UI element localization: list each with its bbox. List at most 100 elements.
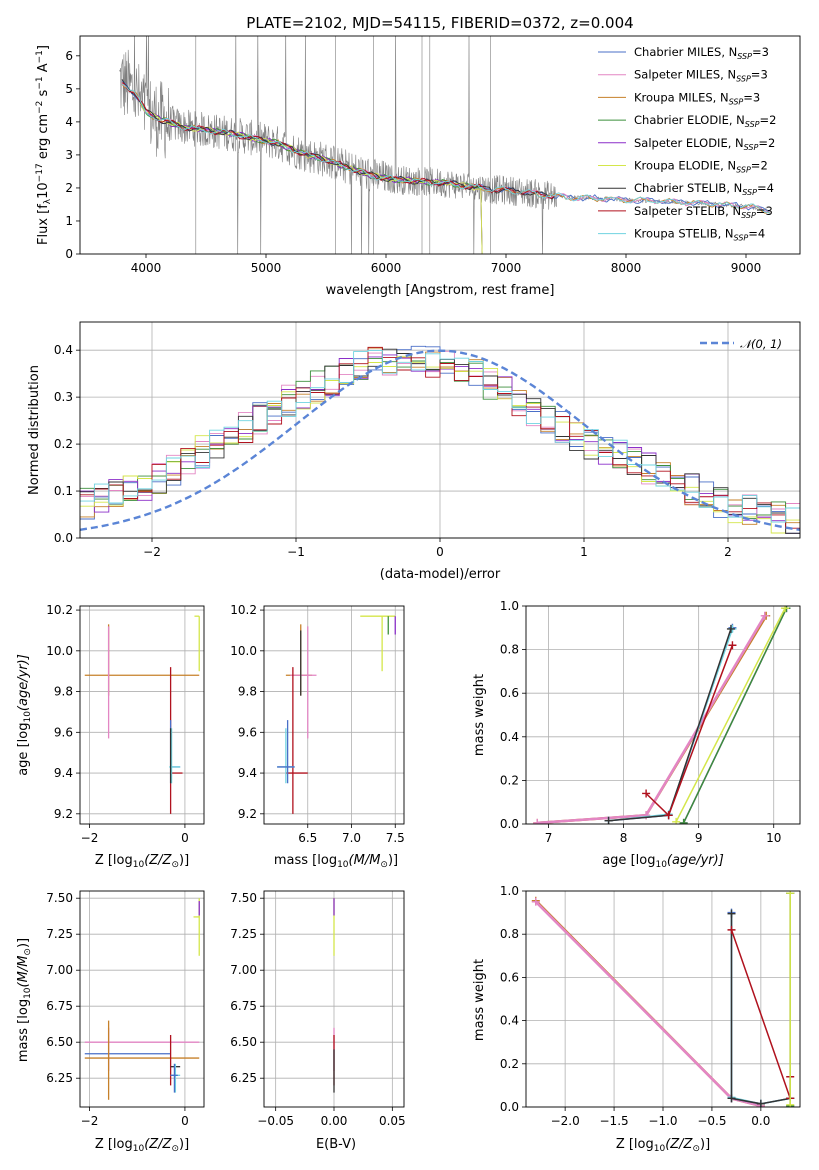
weight-marker [780, 606, 789, 613]
axes-frame [79, 890, 205, 1108]
x-axis-label: Z [log10(Z/Z⊙)] [95, 1137, 189, 1154]
model-line-chabrier-stelib [121, 79, 555, 200]
weight-line-kroupa-miles [534, 899, 762, 1107]
y-tick-label: 6.75 [46, 999, 73, 1013]
y-tick-label: 10.2 [230, 603, 257, 617]
x-tick-label: 0.05 [379, 1114, 406, 1128]
x-tick-label: 6000 [371, 261, 402, 275]
weight-line-chabrier-elodie [682, 607, 788, 824]
legend-entry: 𝒩(0, 1) [740, 337, 782, 351]
x-tick-label: 5000 [251, 261, 282, 275]
weight-line-kroupa-stelib [608, 628, 734, 822]
axes-mass-vs-Z: −2 0 6.25 6.50 6.75 7.00 7.25 7.50 [46, 890, 205, 1128]
y-tick-label: 2 [65, 181, 73, 195]
x-tick-label: 7.0 [342, 831, 361, 845]
y-axis-label: Flux [fλ10−17 erg cm−2 s−1 A−1] [35, 45, 53, 245]
y-tick-label: 6.25 [46, 1071, 73, 1085]
histogram-salpeter-stelib [80, 346, 800, 529]
x-tick-label: 8 [620, 831, 628, 845]
y-tick-label: 0.8 [500, 643, 519, 657]
legend-entry: Salpeter STELIB, NSSP=3 [634, 204, 773, 220]
x-tick-label: 0 [436, 545, 444, 559]
x-tick-label: −2 [143, 545, 161, 559]
legend-entry: Chabrier ELODIE, NSSP=2 [634, 113, 776, 129]
weight-marker [727, 1094, 736, 1103]
x-tick-label: 7000 [491, 261, 522, 275]
chart-title: PLATE=2102, MJD=54115, FIBERID=0372, z=0… [246, 14, 633, 32]
legend-entry: Salpeter MILES, NSSP=3 [634, 68, 768, 84]
y-tick-label: 0.1 [54, 484, 73, 498]
y-tick-label: 7.00 [46, 963, 73, 977]
x-tick-label: 1 [580, 545, 588, 559]
y-tick-label: 0.4 [500, 1014, 519, 1028]
weight-marker [728, 641, 737, 650]
axes-frame [525, 890, 801, 1108]
y-tick-label: 7.50 [230, 891, 257, 905]
axes-residuals: −2 −1 0 1 2 0.0 0.1 0.2 0.3 0.4 [54, 321, 801, 559]
weight-marker [786, 891, 795, 898]
y-tick-label: 10.2 [46, 603, 73, 617]
y-axis-label: Normed distribution [27, 365, 42, 495]
y-tick-label: 9.4 [54, 766, 73, 780]
weight-line-chabrier-stelib [730, 913, 791, 1105]
x-axis-label: wavelength [Angstrom, rest frame] [326, 283, 555, 298]
weight-marker [533, 818, 542, 824]
weight-marker [786, 1100, 795, 1107]
x-tick-label: 4000 [131, 261, 162, 275]
y-tick-label: 7.25 [46, 927, 73, 941]
axes-frame [525, 605, 801, 825]
x-axis-label: (data-model)/error [380, 567, 501, 582]
x-tick-label: 10 [766, 831, 781, 845]
axes-frame [79, 35, 801, 255]
axes-frame [79, 605, 205, 825]
y-tick-label: 9.4 [238, 766, 257, 780]
weight-line-chabrier-miles [608, 627, 734, 822]
y-tick-label: 0.4 [500, 730, 519, 744]
y-tick-label: 7.25 [230, 927, 257, 941]
y-tick-label: 9.2 [54, 807, 73, 821]
y-tick-label: 1 [65, 214, 73, 228]
weight-marker [604, 816, 613, 824]
legend-entry: Kroupa MILES, NSSP=3 [634, 90, 760, 106]
x-axis-label: Z [log10(Z/Z⊙)] [95, 853, 189, 870]
y-tick-label: 9.8 [54, 685, 73, 699]
x-tick-label: 0 [181, 831, 189, 845]
legend-entry: Salpeter ELODIE, NSSP=2 [634, 136, 775, 152]
x-tick-label: 7 [545, 831, 553, 845]
x-tick-label: 0.00 [321, 1114, 348, 1128]
x-tick-label: 7.5 [386, 831, 405, 845]
y-tick-label: 7.50 [46, 891, 73, 905]
x-tick-label: 8000 [611, 261, 642, 275]
y-tick-label: 10.0 [230, 644, 257, 658]
weight-line-salpeter-miles [534, 900, 762, 1107]
y-tick-label: 6.50 [46, 1035, 73, 1049]
y-tick-label: 1.0 [500, 884, 519, 898]
y-tick-label: 7.00 [230, 963, 257, 977]
y-tick-label: 0.0 [54, 531, 73, 545]
x-tick-label: −2.0 [551, 1114, 580, 1128]
y-axis-label: mass [log10(M/M⊙)] [16, 938, 33, 1062]
x-tick-label: −2 [81, 1114, 99, 1128]
x-tick-label: 0 [181, 1114, 189, 1128]
plot-area-age-vs-Z [84, 615, 200, 814]
weight-marker [642, 789, 651, 798]
legend-entry: Chabrier MILES, NSSP=3 [634, 45, 769, 61]
x-tick-label: 2 [724, 545, 732, 559]
x-axis-label: mass [log10(M/M⊙)] [274, 853, 398, 870]
legend-entry: Kroupa ELODIE, NSSP=2 [634, 159, 768, 175]
axes-mass-vs-EBV: −0.05 0.00 0.05 6.25 6.50 6.75 7.00 7.25 7.50 [230, 890, 406, 1128]
x-tick-label: −1.5 [600, 1114, 629, 1128]
y-axis-label: mass weight [472, 674, 487, 756]
axes-age-vs-Z: −2 0 9.2 9.4 9.6 9.8 10.0 10.2 [46, 603, 205, 845]
plot-area-mass-vs-Z [84, 898, 200, 1100]
weight-marker [672, 817, 681, 824]
y-tick-label: 0.6 [500, 686, 519, 700]
x-tick-label: 6.5 [298, 831, 317, 845]
y-tick-label: 6.25 [230, 1071, 257, 1085]
weight-marker [664, 811, 673, 820]
axes-weight-vs-Z: −2.0 −1.5 −1.0 −0.5 0.0 0.0 0.2 0.4 0.6 0.8 1.0 [500, 884, 801, 1128]
axes-frame [263, 890, 405, 1108]
y-tick-label: 6 [65, 49, 73, 63]
y-tick-label: 10.0 [46, 644, 73, 658]
